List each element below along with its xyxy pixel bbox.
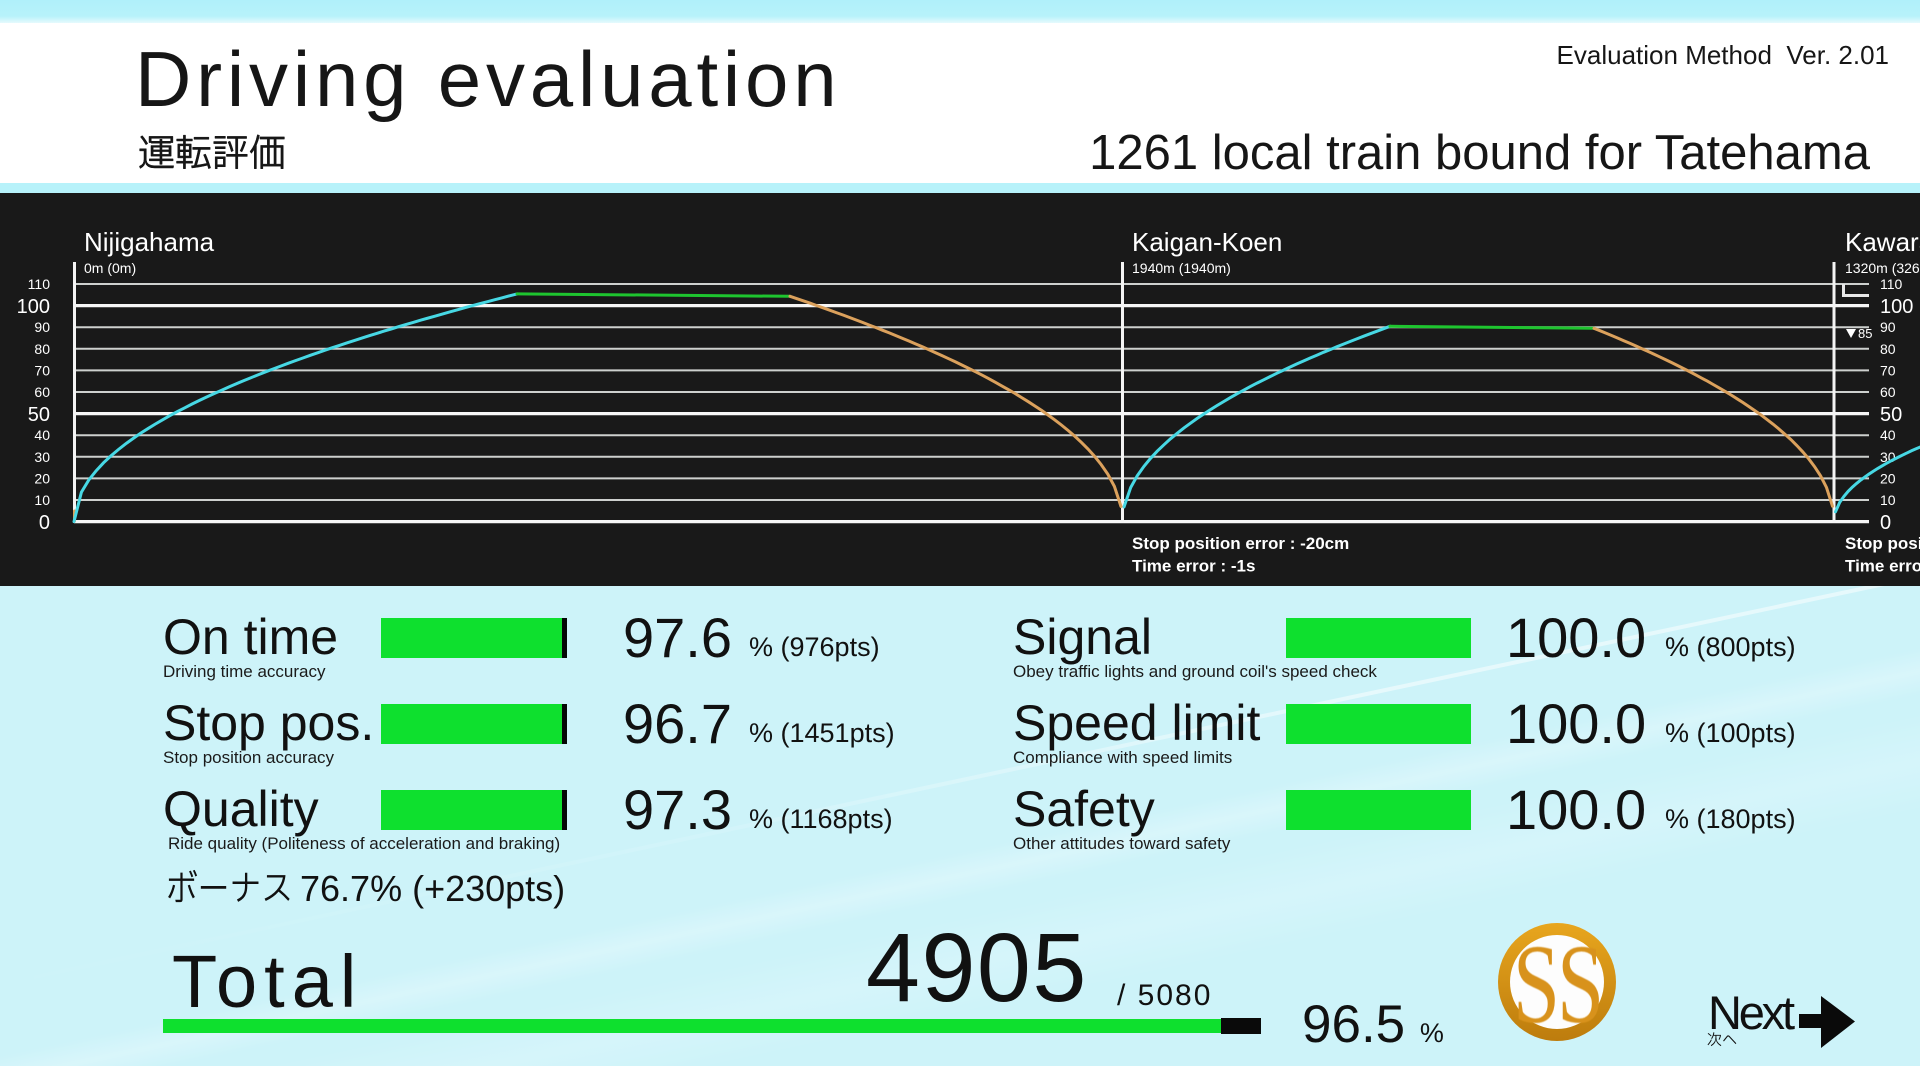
svg-text:20: 20 xyxy=(1880,470,1896,486)
svg-text:SS: SS xyxy=(1513,923,1601,1041)
svg-text:Stop position error : -16cm: Stop position error : -16cm xyxy=(1845,534,1920,553)
svg-text:40: 40 xyxy=(34,427,50,443)
svg-text:Kaigan-Koen: Kaigan-Koen xyxy=(1132,227,1282,257)
svg-text:Kawarazaki: Kawarazaki xyxy=(1845,227,1920,257)
svg-text:90: 90 xyxy=(34,319,50,335)
svg-text:0m (0m): 0m (0m) xyxy=(84,260,136,276)
svg-text:50: 50 xyxy=(1880,404,1902,426)
svg-text:60: 60 xyxy=(1880,384,1896,400)
svg-text:85: 85 xyxy=(1858,326,1872,341)
svg-text:76.7% (+230pts): 76.7% (+230pts) xyxy=(300,868,565,909)
svg-text:1320m (3260m): 1320m (3260m) xyxy=(1845,260,1920,276)
svg-text:Nijigahama: Nijigahama xyxy=(84,227,215,257)
svg-text:110: 110 xyxy=(1880,276,1903,292)
svg-text:Time error : -2s: Time error : -2s xyxy=(1845,557,1920,576)
svg-text:Time error : -1s: Time error : -1s xyxy=(1132,557,1255,576)
svg-text:1940m (1940m): 1940m (1940m) xyxy=(1132,260,1231,276)
svg-text:110: 110 xyxy=(28,276,51,292)
svg-text:60: 60 xyxy=(34,384,50,400)
svg-text:Stop position error : -20cm: Stop position error : -20cm xyxy=(1132,534,1349,553)
svg-text:100: 100 xyxy=(17,296,50,318)
svg-text:70: 70 xyxy=(1880,362,1896,378)
svg-text:100: 100 xyxy=(1880,296,1913,318)
svg-text:0: 0 xyxy=(39,512,50,534)
svg-text:80: 80 xyxy=(34,341,50,357)
svg-text:10: 10 xyxy=(34,492,50,508)
svg-text:40: 40 xyxy=(1880,427,1896,443)
svg-text:10: 10 xyxy=(1880,492,1896,508)
svg-text:30: 30 xyxy=(34,449,50,465)
svg-text:0: 0 xyxy=(1880,512,1891,534)
svg-text:70: 70 xyxy=(34,362,50,378)
svg-text:20: 20 xyxy=(34,470,50,486)
svg-text:80: 80 xyxy=(1880,341,1896,357)
svg-text:90: 90 xyxy=(1880,319,1896,335)
svg-text:50: 50 xyxy=(28,404,50,426)
